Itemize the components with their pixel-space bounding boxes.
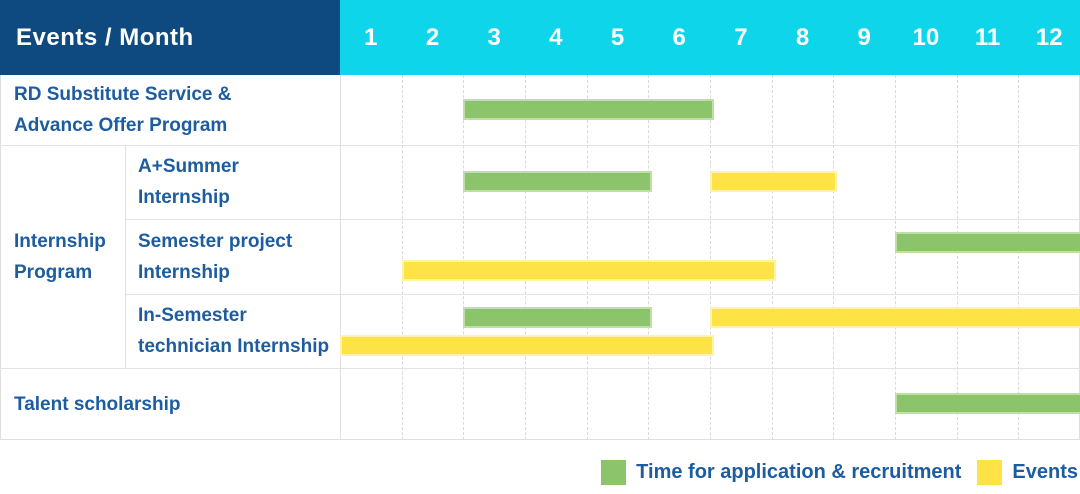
legend-label: Time for application & recruitment [636,460,962,483]
legend-label: Events [1012,460,1078,483]
months-header-row: 1 2 3 4 5 6 7 8 9 10 11 12 [340,0,1080,75]
gantt-row-bars [340,294,1080,368]
month-header-8: 8 [795,23,810,51]
row-divider [125,219,1080,220]
row-label-rd-substitute: RD Substitute Service & Advance Offer Pr… [14,84,232,136]
month-column-2 [403,75,465,440]
group-sublabel-divider [125,145,126,368]
month-header-5: 5 [610,23,625,51]
row-label-in-semester-technician: In-Semester technician Internship [138,305,330,357]
month-header-10: 10 [912,23,940,51]
month-column-3 [464,75,527,440]
gantt-row-bars [340,368,1080,440]
month-column-7 [711,75,773,440]
gantt-row-bars [340,145,1080,219]
legend-item-events: Events [977,459,1078,485]
month-header-7: 7 [734,23,748,51]
row-divider [0,145,1080,146]
month-header-3: 3 [487,23,501,51]
green-gantt-bar [895,393,1080,414]
month-header-4: 4 [549,23,563,51]
table-header-title: Events / Month [0,0,340,75]
group-label-internship-program: Internship Program [14,230,106,283]
yellow-gantt-bar [340,335,714,356]
yellow-swatch-icon [977,459,1003,485]
row-label-semester-project: Semester project Internship [138,230,293,283]
month-header-1: 1 [364,23,378,51]
legend: Time for application & recruitment Event… [585,454,1078,490]
month-column-6 [649,75,712,440]
month-column-11 [958,75,1020,440]
green-swatch-icon [601,459,627,485]
green-gantt-bar [463,99,714,120]
month-column-4 [526,75,588,440]
month-header-11: 11 [974,23,1001,51]
legend-item-recruitment: Time for application & recruitment [601,459,962,485]
month-column-10 [896,75,958,440]
month-header-9: 9 [857,23,871,51]
row-label-a-plus-summer: A+Summer Internship [138,156,239,208]
events-month-label: Events / Month [16,23,194,51]
month-column-9 [834,75,897,440]
gantt-row-bars [340,219,1080,294]
yellow-gantt-bar [710,171,838,192]
green-gantt-bar [463,171,653,192]
yellow-gantt-bar [401,260,776,281]
row-label-talent-scholarship: Talent scholarship [14,393,181,415]
gantt-row-bars [340,75,1080,145]
yellow-gantt-bar [710,307,1080,328]
month-column-8 [773,75,835,440]
month-header-6: 6 [672,23,686,51]
green-gantt-bar [895,232,1080,253]
label-grid-divider [340,75,341,440]
row-divider [125,294,1080,295]
month-header-2: 2 [425,23,440,51]
green-gantt-bar [463,307,653,328]
month-header-12: 12 [1035,23,1063,51]
row-divider [0,368,1080,369]
month-column-1 [341,75,403,440]
month-column-5 [588,75,650,440]
